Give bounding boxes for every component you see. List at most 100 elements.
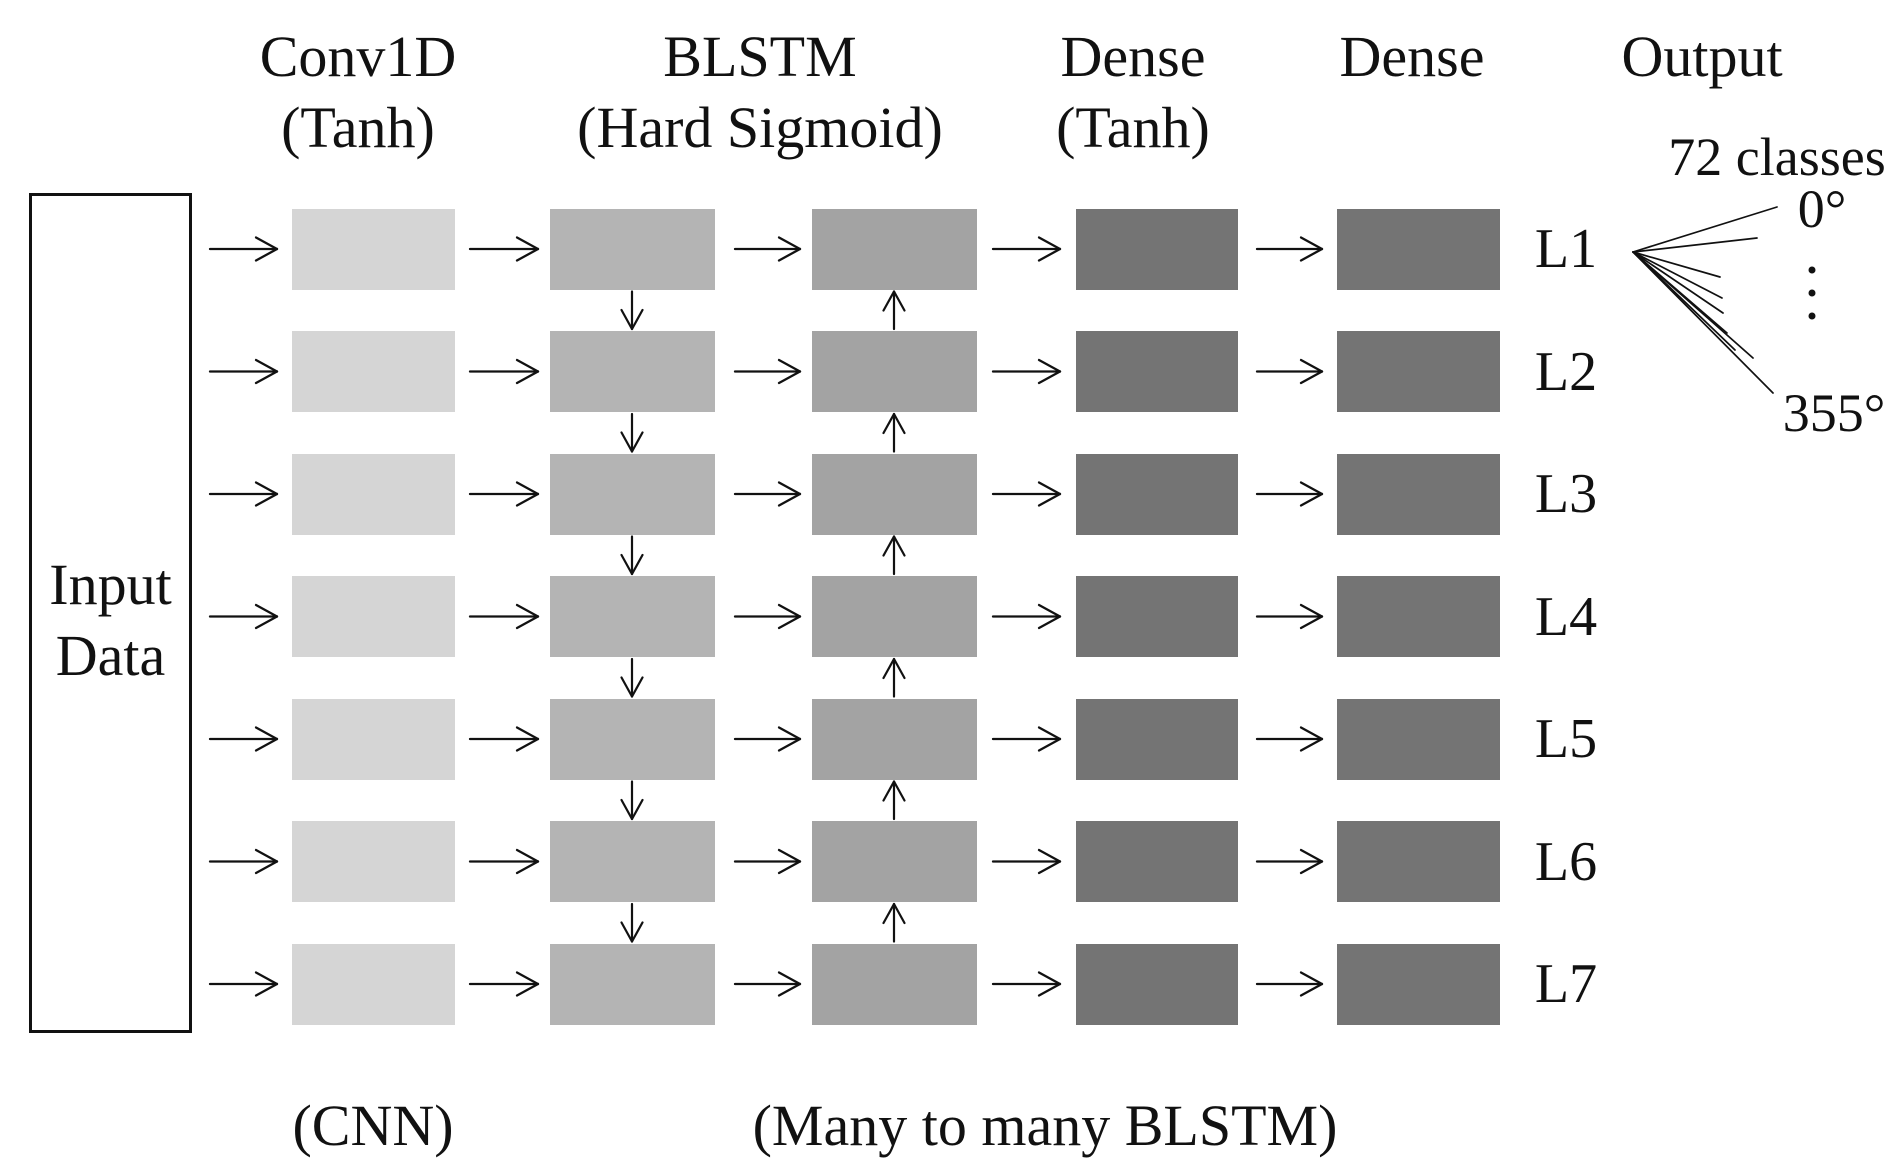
arrow-blstm-forward-down-l5-l6 bbox=[620, 780, 644, 821]
arrow-dense1-to-dense2-l5 bbox=[1255, 726, 1324, 752]
row-label-l6: L6 bbox=[1534, 830, 1598, 893]
arrow-blstm-forward-down-l3-l4 bbox=[620, 535, 644, 576]
arrow-input-to-conv1d-l1 bbox=[208, 236, 279, 262]
output-ellipsis-dot bbox=[1808, 312, 1816, 320]
arrow-conv1d-to-blstm-forward-l7 bbox=[468, 971, 540, 997]
caption-many-to-many-blstm: (Many to many BLSTM) bbox=[752, 1093, 1338, 1158]
header-output: Output bbox=[1621, 21, 1782, 92]
arrow-blstm-backward-up-l7-l6 bbox=[882, 902, 906, 943]
arrow-blstm-forward-to-blstm-backward-l7 bbox=[733, 971, 802, 997]
output-ellipsis-dot bbox=[1808, 289, 1816, 297]
conv1d-box-l7 bbox=[292, 943, 455, 1025]
row-label-l2: L2 bbox=[1534, 340, 1598, 403]
arrow-blstm-backward-to-dense1-l4 bbox=[991, 603, 1062, 630]
dense-1-box-l1 bbox=[1076, 208, 1238, 290]
dense-1-box-l2 bbox=[1076, 331, 1238, 412]
arrow-blstm-backward-to-dense1-l6 bbox=[991, 848, 1062, 875]
conv1d-box-l1 bbox=[292, 208, 455, 290]
header-dense2-line1: Dense bbox=[1339, 24, 1485, 89]
dense-1-box-l5 bbox=[1076, 698, 1238, 780]
blstm-backward-box-l4 bbox=[812, 576, 977, 657]
dense-1-box-l4 bbox=[1076, 576, 1238, 657]
fan-line-2 bbox=[1632, 237, 1758, 253]
arrow-input-to-conv1d-l4 bbox=[208, 603, 279, 630]
blstm-forward-box-l5 bbox=[550, 698, 715, 780]
blstm-forward-box-l2 bbox=[550, 331, 715, 412]
fan-line-9 bbox=[1632, 251, 1774, 394]
conv1d-box-l6 bbox=[292, 821, 455, 902]
arrow-blstm-forward-to-blstm-backward-l1 bbox=[733, 236, 802, 262]
blstm-forward-box-l6 bbox=[550, 821, 715, 902]
arrow-conv1d-to-blstm-forward-l4 bbox=[468, 603, 540, 630]
dense-2-box-l5 bbox=[1337, 698, 1500, 780]
dense-1-box-l3 bbox=[1076, 453, 1238, 535]
arrow-blstm-forward-to-blstm-backward-l5 bbox=[733, 726, 802, 752]
arrow-blstm-forward-down-l1-l2 bbox=[620, 290, 644, 331]
arrow-input-to-conv1d-l6 bbox=[208, 848, 279, 875]
arrow-conv1d-to-blstm-forward-l2 bbox=[468, 358, 540, 385]
blstm-backward-box-l5 bbox=[812, 698, 977, 780]
dense-2-box-l3 bbox=[1337, 453, 1500, 535]
fan-line-3 bbox=[1632, 251, 1721, 278]
output-ellipsis-dot bbox=[1808, 266, 1816, 274]
arrow-input-to-conv1d-l2 bbox=[208, 358, 279, 385]
arrow-blstm-forward-down-l6-l7 bbox=[620, 902, 644, 943]
dense-2-box-l7 bbox=[1337, 943, 1500, 1025]
header-dense2: Dense bbox=[1340, 21, 1485, 92]
arrow-blstm-backward-to-dense1-l2 bbox=[991, 358, 1062, 385]
row-label-l7: L7 bbox=[1534, 953, 1598, 1015]
header-dense1-line1: Dense bbox=[1060, 24, 1206, 89]
conv1d-box-l5 bbox=[292, 698, 455, 780]
arrow-conv1d-to-blstm-forward-l3 bbox=[468, 481, 540, 507]
input-data-label-line1: Input bbox=[49, 552, 172, 617]
output-last-class-label: 355° bbox=[1782, 383, 1886, 443]
header-dense1-line2: (Tanh) bbox=[1056, 95, 1210, 160]
conv1d-box-l3 bbox=[292, 453, 455, 535]
header-blstm-line1: BLSTM bbox=[663, 24, 857, 89]
blstm-backward-box-l7 bbox=[812, 943, 977, 1025]
arrow-input-to-conv1d-l7 bbox=[208, 971, 279, 997]
input-data-box bbox=[29, 193, 192, 1033]
header-conv1d: Conv1D (Tanh) bbox=[260, 21, 457, 163]
row-label-l5: L5 bbox=[1534, 708, 1598, 770]
header-blstm: BLSTM (Hard Sigmoid) bbox=[577, 21, 943, 163]
arrow-dense1-to-dense2-l2 bbox=[1255, 358, 1324, 385]
header-output-line1: Output bbox=[1621, 24, 1783, 89]
arrow-blstm-backward-to-dense1-l7 bbox=[991, 971, 1062, 997]
dense-2-box-l2 bbox=[1337, 331, 1500, 412]
input-data-label-line2: Data bbox=[55, 623, 166, 688]
fan-line-5 bbox=[1632, 251, 1724, 314]
fan-line-4 bbox=[1632, 251, 1723, 299]
row-label-l3: L3 bbox=[1534, 463, 1598, 525]
arrow-conv1d-to-blstm-forward-l6 bbox=[468, 848, 540, 875]
blstm-backward-box-l2 bbox=[812, 331, 977, 412]
dense-2-box-l4 bbox=[1337, 576, 1500, 657]
arrow-blstm-backward-up-l3-l2 bbox=[882, 412, 906, 453]
output-classes-label: 72 classes bbox=[1668, 127, 1886, 187]
header-conv1d-line2: (Tanh) bbox=[281, 95, 435, 160]
caption-cnn: (CNN) bbox=[292, 1093, 454, 1158]
arrow-blstm-forward-to-blstm-backward-l6 bbox=[733, 848, 802, 875]
conv1d-box-l2 bbox=[292, 331, 455, 412]
arrow-conv1d-to-blstm-forward-l5 bbox=[468, 726, 540, 752]
arrow-blstm-forward-to-blstm-backward-l2 bbox=[733, 358, 802, 385]
arrow-dense1-to-dense2-l3 bbox=[1255, 481, 1324, 507]
arrow-blstm-backward-up-l2-l1 bbox=[882, 290, 906, 331]
blstm-backward-box-l1 bbox=[812, 208, 977, 290]
arrow-input-to-conv1d-l3 bbox=[208, 481, 279, 507]
arrow-blstm-forward-to-blstm-backward-l4 bbox=[733, 603, 802, 630]
dense-2-box-l1 bbox=[1337, 208, 1500, 290]
blstm-forward-box-l1 bbox=[550, 208, 715, 290]
header-conv1d-line1: Conv1D bbox=[259, 24, 457, 89]
arrow-blstm-backward-up-l4-l3 bbox=[882, 535, 906, 576]
arrow-dense1-to-dense2-l1 bbox=[1255, 236, 1324, 262]
arrow-blstm-backward-to-dense1-l5 bbox=[991, 726, 1062, 752]
fan-line-1 bbox=[1632, 206, 1778, 253]
header-blstm-line2: (Hard Sigmoid) bbox=[577, 95, 943, 160]
arrow-blstm-forward-to-blstm-backward-l3 bbox=[733, 481, 802, 507]
blstm-forward-box-l7 bbox=[550, 943, 715, 1025]
arrow-input-to-conv1d-l5 bbox=[208, 726, 279, 752]
arrow-dense1-to-dense2-l6 bbox=[1255, 848, 1324, 875]
